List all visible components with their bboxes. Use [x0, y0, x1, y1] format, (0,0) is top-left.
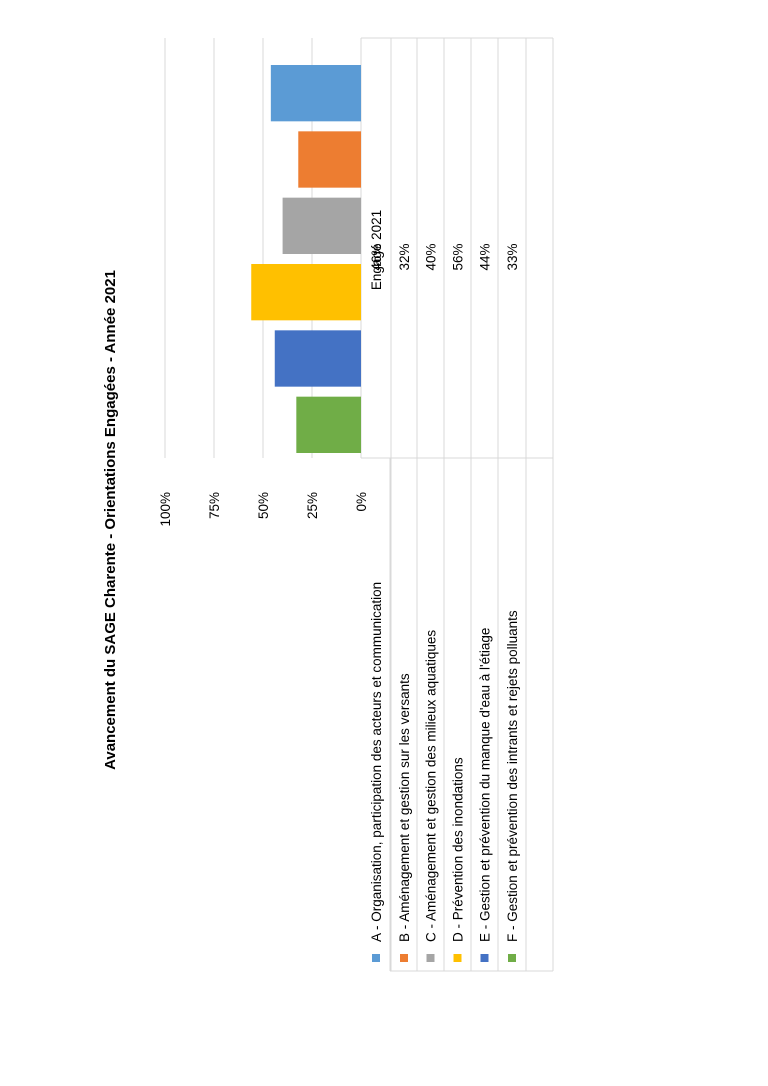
legend-swatch — [508, 954, 516, 962]
y-tick-label: 25% — [305, 492, 320, 519]
value-label: 40% — [424, 243, 439, 270]
value-label: 56% — [451, 243, 466, 270]
legend-swatch — [480, 954, 489, 962]
legend-swatch — [453, 954, 462, 962]
legend-swatch — [372, 954, 380, 962]
value-label: 46% — [369, 243, 384, 270]
bars — [251, 65, 361, 453]
y-tick-label: 50% — [256, 492, 271, 519]
legend-swatch — [426, 954, 435, 962]
value-label: 44% — [478, 243, 493, 270]
bar-d — [251, 264, 361, 321]
bar-b — [298, 131, 361, 188]
legend-label: D - Prévention des inondations — [451, 757, 466, 942]
bar-a — [270, 65, 361, 122]
data-table-lines — [360, 37, 554, 972]
bar-e — [274, 330, 361, 387]
value-label: 32% — [397, 243, 412, 270]
bar-c — [282, 197, 361, 254]
table-header: Engagé 2021 — [369, 210, 384, 290]
chart-title: Avancement du SAGE Charente - Orientatio… — [102, 270, 119, 770]
legend-label: F - Gestion et prévention des intrants e… — [505, 610, 520, 942]
legend-label: E - Gestion et prévention du manque d'ea… — [478, 628, 493, 942]
legend-label: B - Aménagement et gestion sur les versa… — [397, 673, 412, 942]
value-label: 33% — [505, 243, 520, 270]
legend-label: A - Organisation, participation des acte… — [369, 582, 384, 942]
y-tick-label: 100% — [158, 492, 173, 527]
y-tick-label: 0% — [354, 492, 369, 512]
legend-label: C - Aménagement et gestion des milieux a… — [424, 630, 439, 942]
legend-swatch — [400, 954, 408, 962]
bar-f — [296, 396, 361, 453]
y-tick-label: 75% — [207, 492, 222, 519]
y-axis-ticks: 0% 25% 50% 75% 100% — [158, 492, 369, 527]
